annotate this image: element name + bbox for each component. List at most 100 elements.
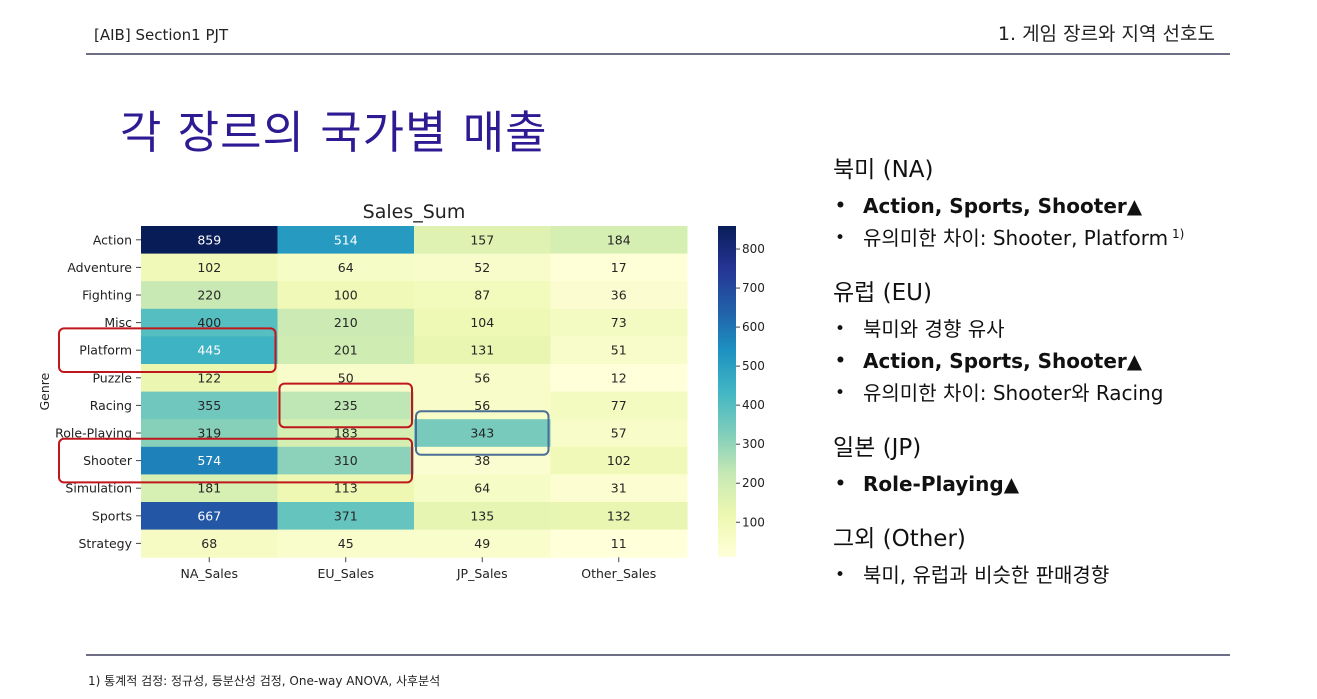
notes-bullet-item: Role-Playing▲ <box>833 468 1303 500</box>
heatmap-cell <box>550 419 688 448</box>
heatmap-cell <box>414 226 551 255</box>
highlight-box <box>58 327 277 373</box>
colorbar-tick-label: 600 <box>742 320 765 334</box>
cell-value-label: 64 <box>338 260 354 275</box>
notes-section: 일본 (JP) Role-Playing▲ <box>833 428 1303 500</box>
heatmap-cell <box>550 391 688 420</box>
header-divider <box>86 53 1230 55</box>
heatmap-cell <box>277 336 415 365</box>
heatmap-cell <box>414 364 551 393</box>
heatmap-cell <box>277 446 415 475</box>
notes-bullet-list: Action, Sports, Shooter▲유의미한 차이: Shooter… <box>833 190 1303 254</box>
colorbar-tick-label: 700 <box>742 281 765 295</box>
cell-value-label: 183 <box>334 426 358 441</box>
heatmap-cell <box>414 391 551 420</box>
highlight-box <box>58 437 413 484</box>
cell-value-label: 343 <box>470 426 494 441</box>
y-tick-label: Role-Playing <box>55 426 132 441</box>
heatmap-cell <box>141 446 278 475</box>
notes-bullet-list: 북미와 경향 유사Action, Sports, Shooter▲유의미한 차이… <box>833 313 1303 409</box>
heatmap-cell <box>141 419 278 448</box>
colorbar-tick-label: 500 <box>742 359 765 373</box>
cell-value-label: 157 <box>470 232 494 247</box>
colorbar <box>718 226 736 557</box>
heatmap-cell <box>550 253 688 282</box>
notes-section: 북미 (NA) Action, Sports, Shooter▲유의미한 차이: … <box>833 150 1303 254</box>
heatmap-cell <box>141 502 278 531</box>
notes-section-heading: 그외 (Other) <box>833 526 966 552</box>
heatmap-cell <box>141 308 278 337</box>
notes-bullet-list: 북미, 유럽과 비슷한 판매경향 <box>833 559 1303 591</box>
notes-bullet-list: Role-Playing▲ <box>833 468 1303 500</box>
heatmap-cell <box>550 529 688 558</box>
heatmap-cell <box>277 419 415 448</box>
colorbar-tick-label: 800 <box>742 242 765 256</box>
heatmap-cell <box>414 529 551 558</box>
y-tick-label: Shooter <box>83 453 133 468</box>
heatmap-cell <box>550 364 688 393</box>
x-tick-label: JP_Sales <box>456 566 508 581</box>
heatmap-cell <box>550 474 688 503</box>
heatmap-cell <box>141 226 278 255</box>
cell-value-label: 17 <box>611 260 627 275</box>
heatmap-cell <box>550 308 688 337</box>
y-tick-label: Action <box>93 232 132 247</box>
cell-value-label: 36 <box>611 288 627 303</box>
footer-divider <box>86 654 1230 656</box>
notes-panel: 북미 (NA)Action, Sports, Shooter▲유의미한 차이: … <box>833 150 1303 610</box>
cell-value-label: 100 <box>334 288 358 303</box>
y-tick-label: Simulation <box>65 481 132 496</box>
header-project-label: [AIB] Section1 PJT <box>94 26 229 44</box>
footnote-reference: 1) <box>1168 227 1185 241</box>
cell-value-label: 102 <box>607 453 631 468</box>
heatmap-cell <box>414 253 551 282</box>
cell-value-label: 210 <box>334 315 358 330</box>
colorbar-tick-label: 300 <box>742 437 765 451</box>
cell-value-label: 77 <box>611 398 627 413</box>
cell-value-label: 51 <box>611 343 627 358</box>
colorbar-tick-label: 200 <box>742 476 765 490</box>
heatmap-cell <box>277 281 415 310</box>
cell-value-label: 68 <box>201 536 217 551</box>
y-axis-label: Genre <box>37 372 52 410</box>
cell-value-label: 45 <box>338 536 354 551</box>
cell-value-label: 184 <box>607 232 631 247</box>
heatmap-cell <box>414 446 551 475</box>
heatmap-cell <box>550 226 688 255</box>
heatmap-cell <box>141 364 278 393</box>
x-tick-label: EU_Sales <box>317 566 374 581</box>
notes-section-heading: 일본 (JP) <box>833 435 922 461</box>
heatmap-cell <box>277 226 415 255</box>
cell-value-label: 50 <box>338 370 354 385</box>
cell-value-label: 11 <box>611 536 627 551</box>
cell-value-label: 12 <box>611 370 627 385</box>
heatmap-cell <box>141 474 278 503</box>
cell-value-label: 235 <box>334 398 358 413</box>
cell-value-label: 104 <box>470 315 494 330</box>
heatmap-cell <box>141 281 278 310</box>
cell-value-label: 132 <box>607 508 631 523</box>
cell-value-label: 667 <box>197 508 221 523</box>
heatmap-cell <box>414 281 551 310</box>
cell-value-label: 122 <box>197 370 221 385</box>
heatmap-cell <box>414 336 551 365</box>
y-tick-label: Adventure <box>67 260 132 275</box>
page-title: 각 장르의 국가별 매출 <box>120 106 548 159</box>
x-tick-label: NA_Sales <box>181 566 238 581</box>
heatmap-cell <box>277 391 415 420</box>
cell-value-label: 445 <box>197 343 221 358</box>
notes-bullet-item: 북미, 유럽과 비슷한 판매경향 <box>833 559 1303 591</box>
heatmap-cell <box>277 253 415 282</box>
cell-value-label: 135 <box>470 508 494 523</box>
cell-value-label: 319 <box>197 426 221 441</box>
y-tick-label: Strategy <box>78 536 132 551</box>
cell-value-label: 514 <box>334 232 358 247</box>
cell-value-label: 87 <box>474 288 490 303</box>
heatmap-cell <box>141 336 278 365</box>
cell-value-label: 131 <box>470 343 494 358</box>
heatmap-cell <box>141 391 278 420</box>
heatmap-cell <box>550 336 688 365</box>
cell-value-label: 400 <box>197 315 221 330</box>
cell-value-label: 574 <box>197 453 221 468</box>
cell-value-label: 220 <box>197 288 221 303</box>
